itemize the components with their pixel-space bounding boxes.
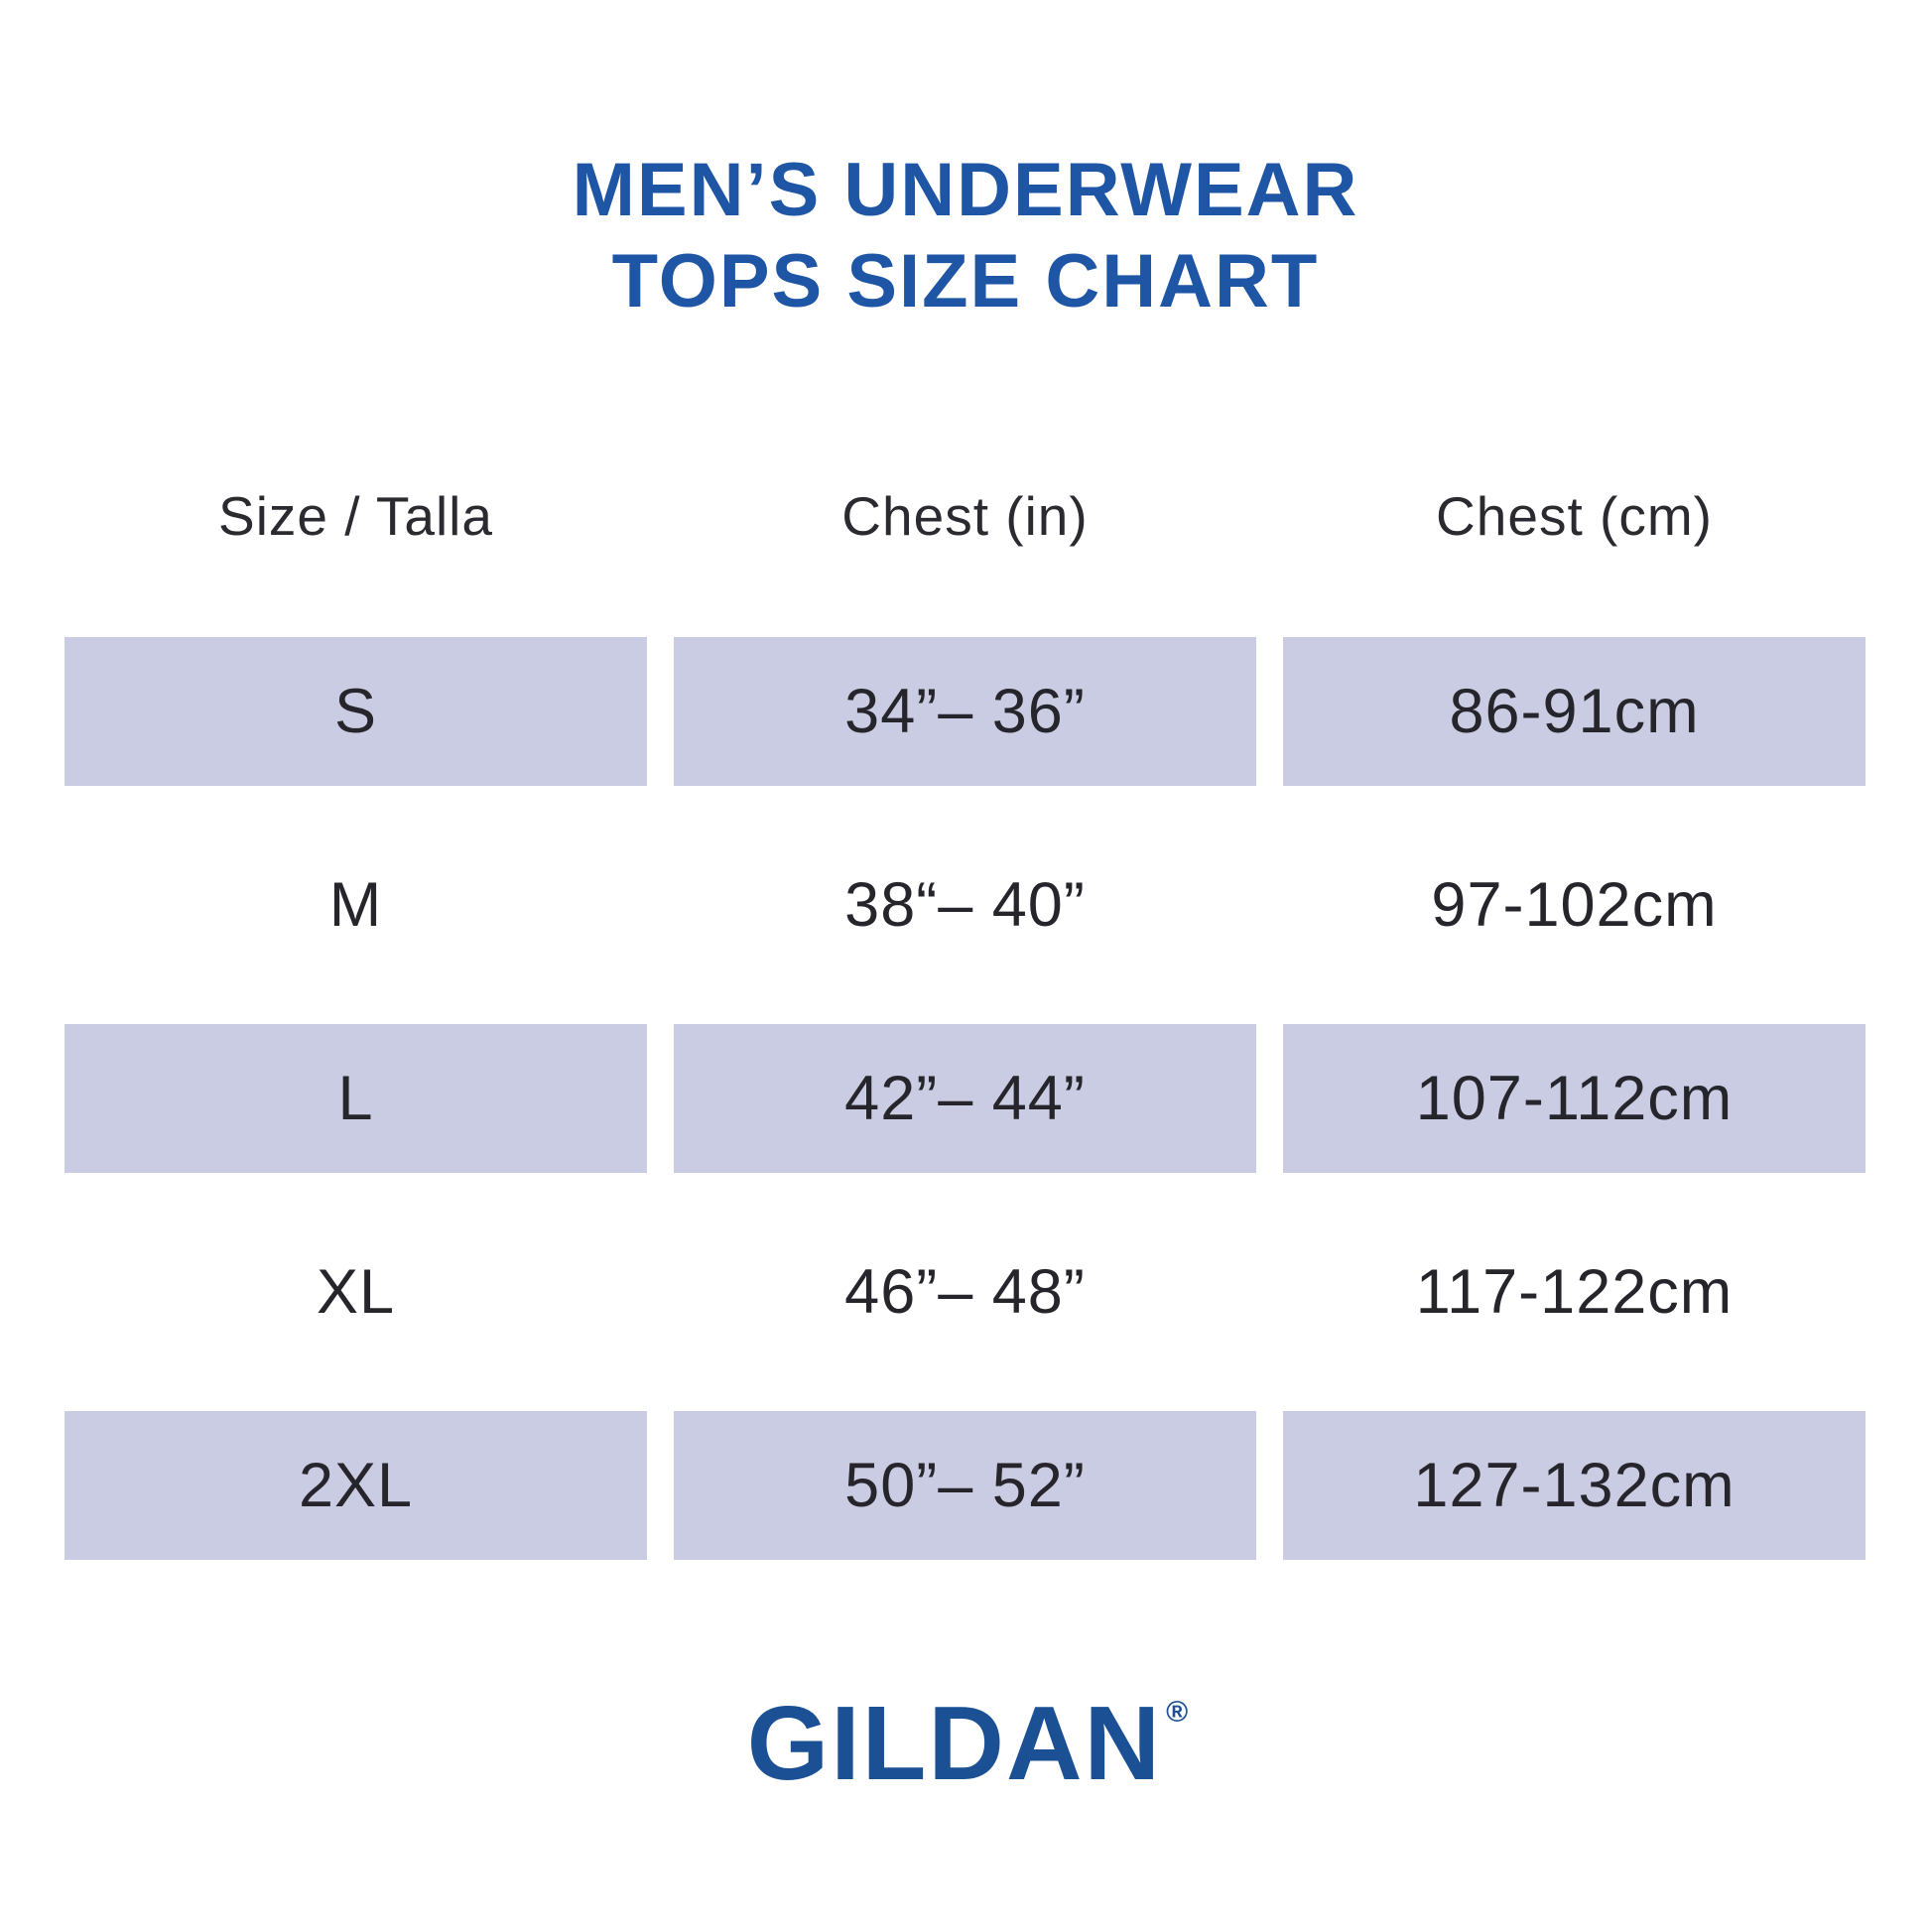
table-row-m: M 38“– 40” 97-102cm	[64, 831, 1866, 979]
chest-cm-cell: 97-102cm	[1431, 870, 1718, 940]
registered-trademark-icon: ®	[1166, 1696, 1189, 1729]
size-cell: S	[64, 637, 647, 786]
chest-cm-cell: 107-112cm	[1283, 1024, 1866, 1173]
page-title: MEN’S UNDERWEAR TOPS SIZE CHART	[0, 145, 1931, 327]
table-row-xl: XL 46”– 48” 117-122cm	[64, 1218, 1866, 1366]
gildan-logo-text: GILDAN	[746, 1685, 1163, 1802]
size-cell: XL	[316, 1257, 396, 1327]
chest-in-cell: 34”– 36”	[674, 637, 1256, 786]
chest-cm-cell: 127-132cm	[1283, 1411, 1866, 1560]
page-title-line-1: MEN’S UNDERWEAR	[572, 148, 1359, 232]
chest-in-cell: 42”– 44”	[674, 1024, 1256, 1173]
chest-in-cell: 46”– 48”	[844, 1257, 1086, 1327]
chest-in-cell: 38“– 40”	[844, 870, 1086, 940]
table-row-l: L 42”– 44” 107-112cm	[64, 1024, 1866, 1173]
size-cell: M	[328, 870, 383, 940]
size-cell: L	[64, 1024, 647, 1173]
table-row-s: S 34”– 36” 86-91cm	[64, 637, 1866, 786]
chest-cm-cell: 86-91cm	[1283, 637, 1866, 786]
column-header-chest-cm: Chest (cm)	[1436, 485, 1713, 547]
page-title-line-2: TOPS SIZE CHART	[611, 239, 1320, 323]
table-header-row: Size / Talla Chest (in) Chest (cm)	[64, 484, 1866, 548]
column-header-size: Size / Talla	[218, 485, 493, 547]
chest-cm-cell: 117-122cm	[1415, 1257, 1734, 1327]
chest-in-cell: 50”– 52”	[674, 1411, 1256, 1560]
column-header-chest-in: Chest (in)	[841, 485, 1089, 547]
table-row-2xl: 2XL 50”– 52” 127-132cm	[64, 1411, 1866, 1560]
size-table: Size / Talla Chest (in) Chest (cm) S 34”…	[64, 484, 1866, 1605]
gildan-logo: GILDAN ®	[0, 1689, 1931, 1825]
size-cell: 2XL	[64, 1411, 647, 1560]
